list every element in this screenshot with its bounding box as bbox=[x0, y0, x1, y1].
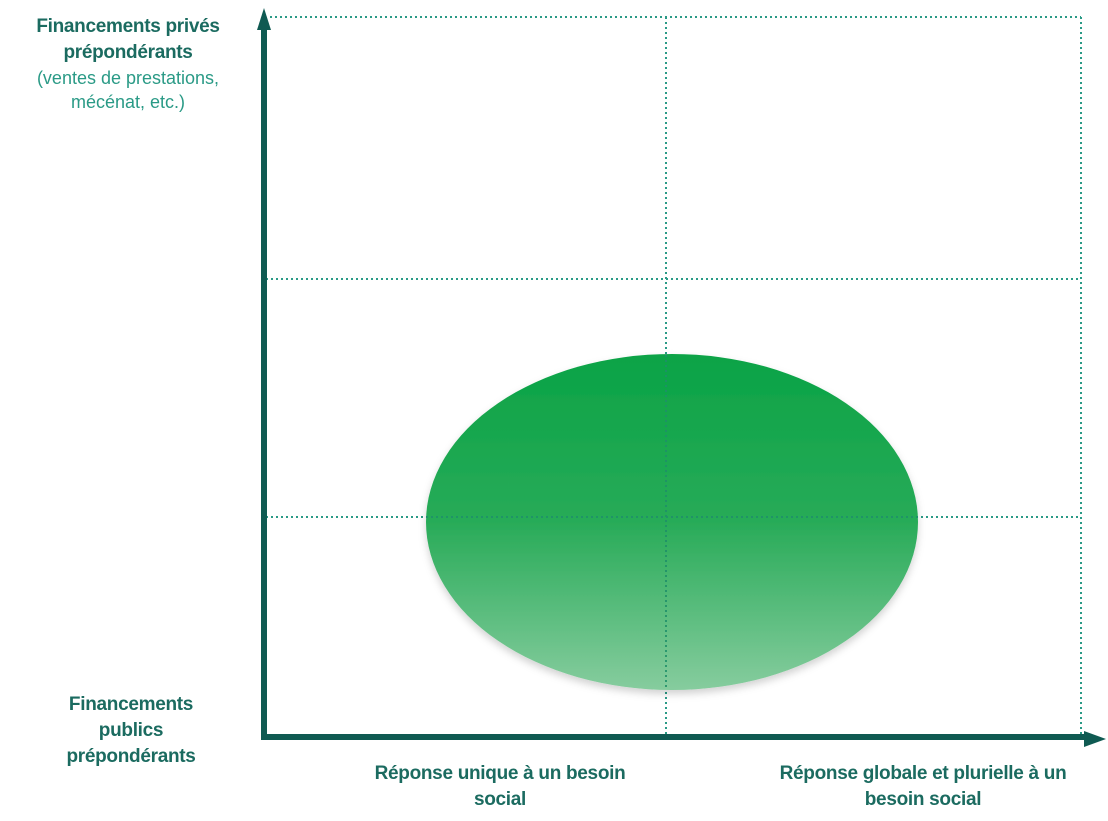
y-top-note-line1: (ventes de prestations, bbox=[0, 66, 256, 90]
y-axis-bottom-label: Financements publics prépondérants bbox=[0, 692, 262, 770]
position-ellipse bbox=[426, 354, 918, 690]
y-bottom-line2: publics bbox=[0, 718, 262, 744]
x-right-line2: besoin social bbox=[748, 787, 1098, 813]
y-top-title-line1: Financements privés bbox=[0, 14, 256, 40]
y-bottom-line1: Financements bbox=[0, 692, 262, 718]
y-axis-top-label: Financements privés prépondérants (vente… bbox=[0, 14, 256, 114]
x-axis-right-label: Réponse globale et plurielle à un besoin… bbox=[748, 761, 1098, 813]
x-axis-left-label: Réponse unique à un besoin social bbox=[340, 761, 660, 813]
x-right-line1: Réponse globale et plurielle à un bbox=[748, 761, 1098, 787]
y-axis-arrowhead bbox=[257, 8, 271, 30]
y-top-note-line2: mécénat, etc.) bbox=[0, 90, 256, 114]
x-axis-arrowhead bbox=[1084, 731, 1106, 747]
x-left-line1: Réponse unique à un besoin bbox=[340, 761, 660, 787]
y-bottom-line3: prépondérants bbox=[0, 744, 262, 770]
x-left-line2: social bbox=[340, 787, 660, 813]
y-top-title-line2: prépondérants bbox=[0, 40, 256, 66]
